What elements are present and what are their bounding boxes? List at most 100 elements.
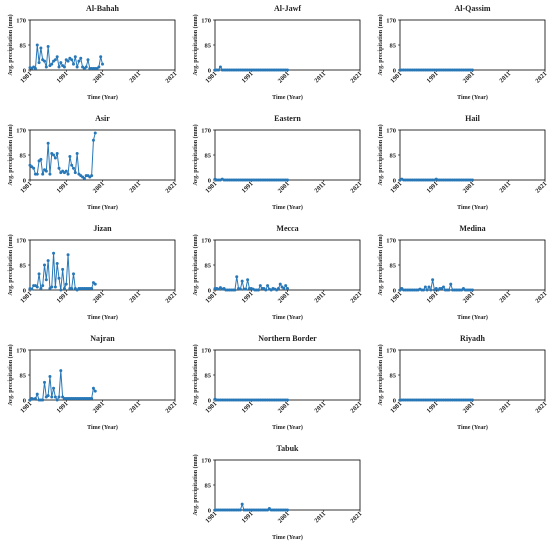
data-point [282,287,286,291]
panel-title: Najran [90,334,115,343]
plot-frame [399,239,546,291]
x-tick-label: 1981 [389,70,403,84]
x-axis-label: Time (Year) [272,94,303,101]
x-tick-label: 1991 [56,180,70,194]
x-tick-label: 1991 [426,70,440,84]
x-tick-label: 2001 [277,290,291,304]
y-tick-label: 170 [16,127,26,134]
panel-al-bahah: Al-Bahah 0 85 170 1981 1991 2001 2011 2021 Time (… [7,4,178,101]
data-point [55,262,59,266]
data-point [66,172,70,176]
panel-title: Hail [465,114,480,123]
y-axis-label: Avg. precipitation (mm) [377,124,384,185]
y-tick-label: 0 [393,397,396,404]
x-tick-label: 1981 [19,70,33,84]
x-tick-label: 2021 [164,290,178,304]
panel-jizan: Jizan 0 85 170 1981 1991 2001 2011 2021 Time (Yea… [7,224,178,321]
data-point [53,58,57,62]
x-tick-label: 1981 [19,400,33,414]
panel-riyadh: Riyadh 0 85 170 1981 1991 2001 2011 2021 Time (Ye… [377,334,548,431]
y-tick-label: 85 [390,262,397,269]
x-tick-label: 2011 [498,290,512,304]
data-point [75,152,79,156]
x-axis-label: Time (Year) [457,94,488,101]
data-point [90,287,94,291]
y-tick-label: 170 [201,17,211,24]
data-point [37,61,41,65]
x-tick-label: 2021 [164,180,178,194]
data-point [471,288,474,292]
data-point [39,287,43,291]
y-tick-label: 85 [390,42,397,49]
panel-title: Northern Border [258,334,317,343]
data-point [57,65,61,69]
y-axis-label: Avg. precipitation (mm) [7,344,14,405]
data-point [35,43,39,47]
x-axis-label: Time (Year) [272,314,303,321]
data-point [70,163,74,167]
data-point [90,397,94,401]
y-tick-label: 85 [205,262,212,269]
data-point [447,288,451,292]
x-tick-label: 1991 [56,400,70,414]
y-tick-label: 170 [386,347,396,354]
x-tick-label: 2021 [534,400,548,414]
panel-title: Al-Bahah [86,4,119,13]
x-axis-label: Time (Year) [457,314,488,321]
panel-najran: Najran 0 85 170 1981 1991 2001 2011 2021 Time (Ye… [7,334,178,431]
data-point [41,172,45,176]
panel-title: Medina [459,224,485,233]
x-tick-label: 2001 [92,290,106,304]
data-point [75,65,79,69]
data-point [471,68,474,72]
data-point [429,288,433,292]
data-point [35,392,39,396]
x-tick-label: 2011 [128,180,142,194]
x-tick-label: 1981 [19,180,33,194]
x-tick-label: 1981 [19,290,33,304]
y-tick-label: 85 [205,42,212,49]
panel-title: Riyadh [460,334,485,343]
y-tick-label: 85 [205,372,212,379]
y-tick-label: 85 [20,262,27,269]
y-tick-label: 85 [205,152,212,159]
x-axis-label: Time (Year) [87,424,118,431]
data-point [257,288,260,292]
data-point [77,59,81,63]
data-point [240,279,244,283]
x-tick-label: 2001 [462,180,476,194]
x-tick-label: 2001 [462,400,476,414]
data-point [46,141,50,145]
data-point [43,380,46,384]
data-point [266,284,270,288]
panel-northern-border: Northern Border 0 85 170 1981 1991 2001 2011 202… [192,334,363,431]
data-point [423,285,427,289]
data-point [39,157,43,161]
y-tick-label: 0 [393,67,396,74]
y-tick-label: 0 [393,287,396,294]
y-axis-label: Avg. precipitation (mm) [192,344,199,405]
data-point [238,287,242,291]
x-tick-label: 1991 [426,290,440,304]
panel-al-jawf: Al-Jawf 0 85 170 1981 1991 2001 2011 2021 Time (Y… [192,4,363,101]
data-point [286,68,289,72]
panel-title: Eastern [274,114,301,123]
data-point [238,508,242,512]
data-point [43,263,46,267]
data-point [44,278,48,282]
plot-frame [399,129,546,181]
data-point [86,58,90,62]
x-tick-label: 2021 [534,180,548,194]
y-tick-label: 0 [23,67,26,74]
x-tick-label: 1981 [389,400,403,414]
panel-mecca: Mecca 0 85 170 1981 1991 2001 2011 2021 Time (Yea… [192,224,363,321]
data-point [431,278,435,282]
plot-frame [399,19,546,71]
panel-eastern: Eastern 0 85 170 1981 1991 2001 2011 2021 Time (Y… [192,114,363,211]
y-axis-label: Avg. precipitation (mm) [7,124,14,185]
data-point [93,282,97,286]
data-point [53,156,57,160]
series-line [29,252,96,291]
y-axis-label: Avg. precipitation (mm) [192,124,199,185]
panel-title: Al-Jawf [274,4,301,13]
